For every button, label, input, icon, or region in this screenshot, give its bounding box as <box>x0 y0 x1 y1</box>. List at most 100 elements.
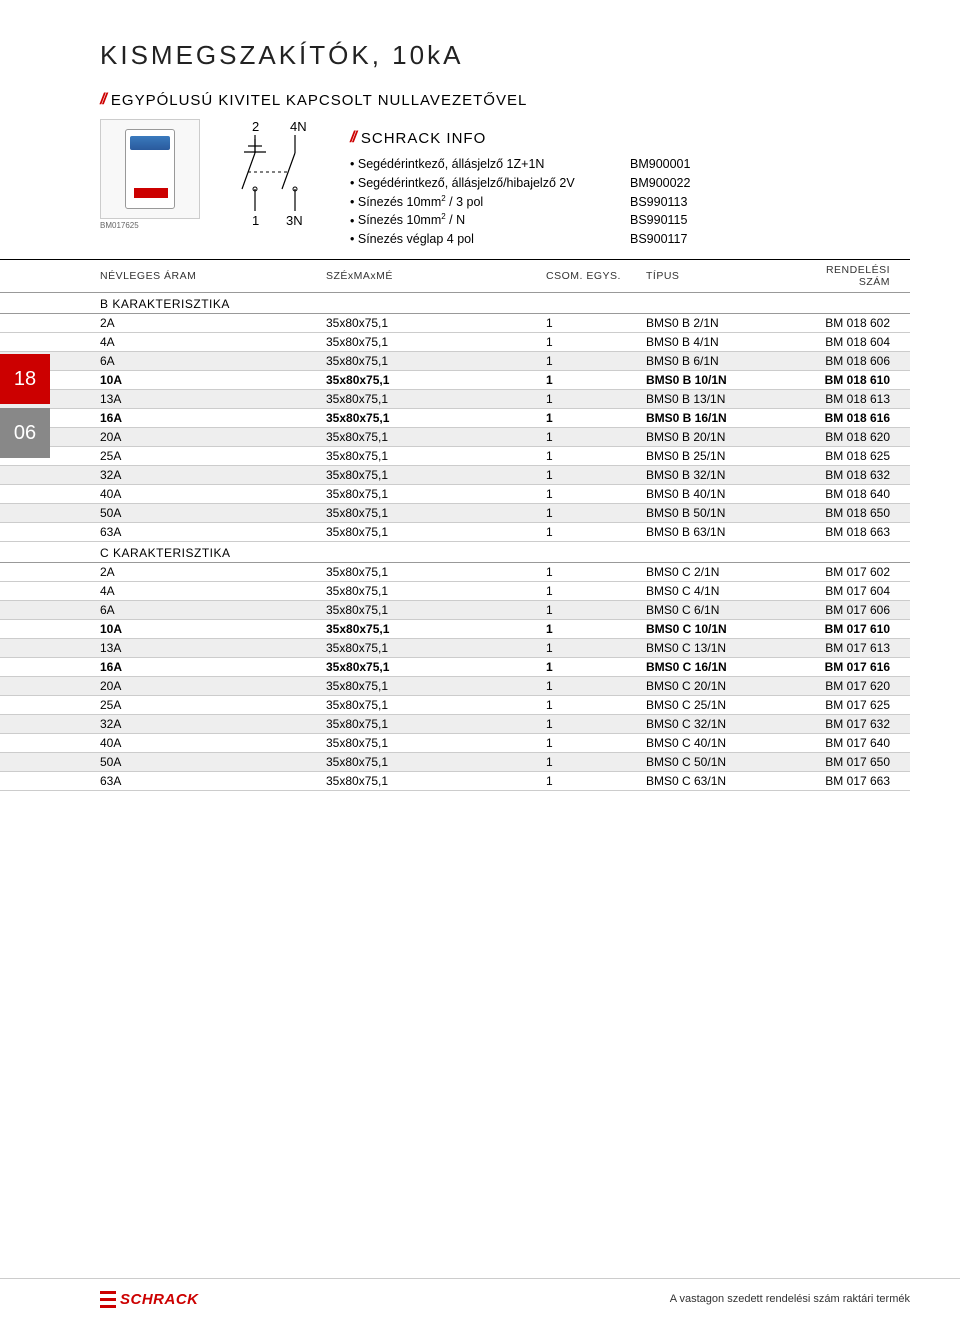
cell-current: 13A <box>0 639 320 658</box>
cell-current: 20A <box>0 677 320 696</box>
cell-size: 35x80x75,1 <box>320 523 540 542</box>
table-row: 10A35x80x75,11BMS0 C 10/1NBM 017 610 <box>0 620 910 639</box>
cell-current: 63A <box>0 523 320 542</box>
cell-current: 40A <box>0 485 320 504</box>
cell-current: 32A <box>0 466 320 485</box>
th-order: RENDELÉSI SZÁM <box>800 260 910 293</box>
table-row: 20A35x80x75,11BMS0 C 20/1NBM 017 620 <box>0 677 910 696</box>
main-section-header: // EGYPÓLUSÚ KIVITEL KAPCSOLT NULLAVEZET… <box>100 91 910 109</box>
info-label: Segédérintkező, állásjelző 1Z+1N <box>350 155 630 174</box>
cell-current: 40A <box>0 734 320 753</box>
cell-type: BMS0 C 2/1N <box>640 563 800 582</box>
cell-current: 2A <box>0 563 320 582</box>
cell-order: BM 018 650 <box>800 504 910 523</box>
table-row: 6A35x80x75,11BMS0 C 6/1NBM 017 606 <box>0 601 910 620</box>
cell-current: 4A <box>0 582 320 601</box>
cell-size: 35x80x75,1 <box>320 658 540 677</box>
cell-type: BMS0 B 63/1N <box>640 523 800 542</box>
cell-current: 6A <box>0 601 320 620</box>
cell-pack: 1 <box>540 639 640 658</box>
cell-current: 10A <box>0 620 320 639</box>
cell-order: BM 017 613 <box>800 639 910 658</box>
cell-type: BMS0 C 16/1N <box>640 658 800 677</box>
cell-order: BM 017 650 <box>800 753 910 772</box>
cell-order: BM 017 602 <box>800 563 910 582</box>
cell-size: 35x80x75,1 <box>320 772 540 791</box>
cell-pack: 1 <box>540 582 640 601</box>
table-row: 50A35x80x75,11BMS0 B 50/1NBM 018 650 <box>0 504 910 523</box>
th-size: SZÉxMAxMÉ <box>320 260 540 293</box>
cell-order: BM 018 602 <box>800 314 910 333</box>
table-body: B KARAKTERISZTIKA2A35x80x75,11BMS0 B 2/1… <box>0 293 910 791</box>
cell-pack: 1 <box>540 447 640 466</box>
cell-pack: 1 <box>540 371 640 390</box>
cell-order: BM 018 606 <box>800 352 910 371</box>
page-title: KISMEGSZAKÍTÓK, 10kA <box>100 40 910 71</box>
cell-size: 35x80x75,1 <box>320 753 540 772</box>
cell-type: BMS0 B 40/1N <box>640 485 800 504</box>
th-name: NÉVLEGES ÁRAM <box>0 260 320 293</box>
table-section-title: C KARAKTERISZTIKA <box>0 542 910 563</box>
svg-text:1: 1 <box>252 213 259 228</box>
cell-pack: 1 <box>540 601 640 620</box>
product-photo <box>100 119 200 219</box>
info-list-item: Sínezés 10mm2 / NBS990115 <box>350 211 910 230</box>
cell-size: 35x80x75,1 <box>320 734 540 753</box>
cell-pack: 1 <box>540 428 640 447</box>
cell-current: 50A <box>0 753 320 772</box>
spec-table-wrap: NÉVLEGES ÁRAM SZÉxMAxMÉ CSOM. EGYS. TÍPU… <box>0 259 910 791</box>
cell-order: BM 018 604 <box>800 333 910 352</box>
main-section-title: EGYPÓLUSÚ KIVITEL KAPCSOLT NULLAVEZETŐVE… <box>111 92 527 109</box>
cell-current: 63A <box>0 772 320 791</box>
table-section-title: B KARAKTERISZTIKA <box>0 293 910 314</box>
cell-type: BMS0 B 4/1N <box>640 333 800 352</box>
cell-pack: 1 <box>540 696 640 715</box>
th-pack: CSOM. EGYS. <box>540 260 640 293</box>
table-row: 32A35x80x75,11BMS0 C 32/1NBM 017 632 <box>0 715 910 734</box>
table-section-row: B KARAKTERISZTIKA <box>0 293 910 314</box>
breaker-icon <box>125 129 175 209</box>
info-code: BM900001 <box>630 155 690 174</box>
info-list-item: Sínezés 10mm2 / 3 polBS990113 <box>350 193 910 212</box>
cell-order: BM 017 625 <box>800 696 910 715</box>
cell-order: BM 018 663 <box>800 523 910 542</box>
cell-type: BMS0 C 32/1N <box>640 715 800 734</box>
cell-pack: 1 <box>540 390 640 409</box>
cell-size: 35x80x75,1 <box>320 620 540 639</box>
catalog-page: KISMEGSZAKÍTÓK, 10kA // EGYPÓLUSÚ KIVITE… <box>0 0 960 1329</box>
cell-pack: 1 <box>540 734 640 753</box>
cell-type: BMS0 C 20/1N <box>640 677 800 696</box>
cell-order: BM 017 663 <box>800 772 910 791</box>
cell-order: BM 017 620 <box>800 677 910 696</box>
decorative-slashes-icon: // <box>100 91 105 109</box>
logo-text: SCHRACK <box>120 1291 199 1308</box>
table-row: 6A35x80x75,11BMS0 B 6/1NBM 018 606 <box>0 352 910 371</box>
cell-order: BM 017 632 <box>800 715 910 734</box>
cell-order: BM 018 620 <box>800 428 910 447</box>
cell-order: BM 017 640 <box>800 734 910 753</box>
spec-table: NÉVLEGES ÁRAM SZÉxMAxMÉ CSOM. EGYS. TÍPU… <box>0 259 910 791</box>
table-section-row: C KARAKTERISZTIKA <box>0 542 910 563</box>
cell-size: 35x80x75,1 <box>320 504 540 523</box>
cell-current: 32A <box>0 715 320 734</box>
cell-pack: 1 <box>540 658 640 677</box>
cell-size: 35x80x75,1 <box>320 333 540 352</box>
table-row: 25A35x80x75,11BMS0 B 25/1NBM 018 625 <box>0 447 910 466</box>
cell-type: BMS0 C 10/1N <box>640 620 800 639</box>
left-tabs: 18 06 <box>0 354 50 462</box>
table-row: 2A35x80x75,11BMS0 B 2/1NBM 018 602 <box>0 314 910 333</box>
circuit-diagram: 2 4N 1 3N <box>230 119 320 231</box>
cell-pack: 1 <box>540 772 640 791</box>
logo-bars-icon <box>100 1291 116 1308</box>
table-row: 16A35x80x75,11BMS0 B 16/1NBM 018 616 <box>0 409 910 428</box>
cell-size: 35x80x75,1 <box>320 428 540 447</box>
cell-pack: 1 <box>540 620 640 639</box>
info-list: Segédérintkező, állásjelző 1Z+1NBM900001… <box>350 155 910 249</box>
cell-size: 35x80x75,1 <box>320 563 540 582</box>
info-code: BM900022 <box>630 174 690 193</box>
cell-pack: 1 <box>540 715 640 734</box>
cell-order: BM 018 613 <box>800 390 910 409</box>
cell-order: BM 017 616 <box>800 658 910 677</box>
table-row: 13A35x80x75,11BMS0 C 13/1NBM 017 613 <box>0 639 910 658</box>
cell-pack: 1 <box>540 314 640 333</box>
